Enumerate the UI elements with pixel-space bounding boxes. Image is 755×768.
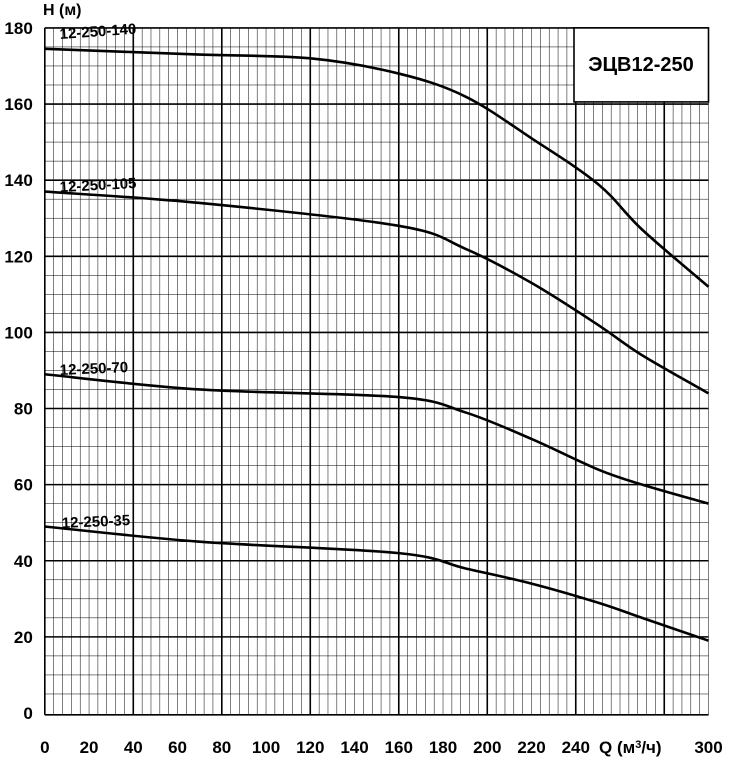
svg-text:300: 300 [694,738,722,757]
svg-text:40: 40 [124,738,143,757]
svg-text:240: 240 [562,738,590,757]
svg-text:180: 180 [429,738,457,757]
svg-text:160: 160 [385,738,413,757]
svg-text:80: 80 [14,400,33,419]
svg-text:80: 80 [212,738,231,757]
svg-text:120: 120 [4,247,32,266]
svg-text:120: 120 [296,738,324,757]
svg-text:100: 100 [4,323,32,342]
svg-text:60: 60 [168,738,187,757]
svg-text:12-250-140: 12-250-140 [59,21,137,43]
svg-text:Q (м3/ч): Q (м3/ч) [599,738,662,757]
svg-text:140: 140 [340,738,368,757]
svg-text:40: 40 [14,552,33,571]
svg-text:12-250-70: 12-250-70 [59,359,128,379]
svg-text:160: 160 [4,95,32,114]
svg-text:180: 180 [4,19,32,38]
svg-text:12-250-105: 12-250-105 [59,175,137,196]
svg-text:0: 0 [23,704,32,723]
svg-text:H (м): H (м) [43,2,82,19]
svg-text:220: 220 [517,738,545,757]
svg-text:200: 200 [473,738,501,757]
svg-text:12-250-35: 12-250-35 [61,512,130,532]
svg-text:60: 60 [14,476,33,495]
svg-text:ЭЦВ12-250: ЭЦВ12-250 [588,54,694,76]
svg-text:20: 20 [80,738,99,757]
svg-text:0: 0 [40,738,49,757]
svg-text:140: 140 [4,171,32,190]
svg-text:100: 100 [252,738,280,757]
svg-text:20: 20 [14,628,33,647]
